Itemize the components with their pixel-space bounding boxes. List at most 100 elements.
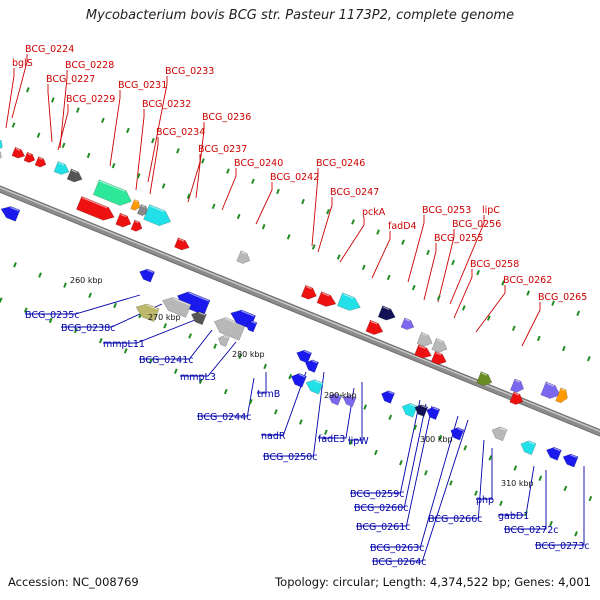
gene-arrow-shine [321, 292, 330, 297]
tick-dash [374, 449, 378, 456]
gene-arrow-body [0, 206, 21, 222]
forward-gene-label: BCG_0240 [234, 158, 283, 169]
tick-dash [361, 264, 366, 270]
gene-arrow-body [135, 303, 160, 323]
forward-gene-arrow [377, 305, 396, 321]
forward-gene-label: BCG_0228 [65, 60, 114, 71]
forward-gene-arrow [53, 161, 70, 175]
tick-dash [50, 97, 55, 103]
forward-label-leader [255, 182, 273, 225]
tick-dash [286, 234, 291, 240]
map-title: Mycobacterium bovis BCG str. Pasteur 117… [85, 8, 515, 23]
reverse-gene-arrow [290, 373, 307, 388]
tick-dash [526, 290, 531, 296]
forward-label-leader [339, 217, 365, 263]
forward-gene-arrow [34, 156, 47, 168]
gene-arrow-shine [27, 152, 32, 156]
tick-dash [501, 280, 505, 286]
gene-arrow-shine [433, 407, 439, 411]
tick-dash [223, 388, 228, 395]
gene-arrow-shine [188, 292, 209, 302]
gene-arrow-body [92, 179, 132, 206]
kbp-tick-label: 310 kbp [501, 479, 534, 488]
gene-arrow-shine [528, 441, 535, 445]
forward-label-leader [311, 168, 319, 247]
gene-arrow-body [236, 250, 251, 264]
tick-dash [388, 414, 393, 420]
tick-dash [263, 363, 268, 370]
forward-gene-arrow [300, 284, 317, 300]
reverse-gene-label: php [476, 495, 494, 506]
gene-arrow-body [377, 305, 396, 321]
gene-arrow-shine [38, 157, 43, 160]
tick-dash [476, 270, 480, 276]
reverse-gene-arrow [520, 440, 537, 456]
forward-gene-arrow [336, 292, 361, 311]
gene-arrow-shine [561, 388, 565, 392]
tick-dash [36, 132, 41, 138]
reverse-gene-label: nadR [261, 431, 286, 442]
gene-arrow-shine [241, 310, 255, 317]
tick-dash [311, 244, 316, 250]
tick-dash [123, 348, 128, 354]
reverse-label-leader [139, 329, 213, 360]
forward-gene-arrow [509, 378, 525, 393]
gene-arrow-shine [370, 320, 378, 325]
tick-dash [351, 219, 355, 225]
tick-dash [198, 378, 203, 385]
gene-arrow-body [491, 426, 508, 442]
tick-dash [326, 209, 330, 215]
gene-arrow-body [296, 349, 313, 364]
tick-dash [276, 188, 280, 195]
forward-gene-label: bglS [12, 58, 33, 69]
gene-arrow-body [426, 406, 441, 420]
tick-dash [449, 480, 453, 486]
forward-gene-arrow [174, 237, 190, 251]
reverse-gene-label: mmpL3 [180, 372, 216, 383]
gene-arrow-body [431, 337, 448, 353]
gene-arrow-shine [334, 393, 341, 398]
reverse-gene-arrow [217, 335, 230, 348]
gene-arrow-shine [198, 311, 206, 316]
gene-arrow-shine [418, 345, 426, 350]
gene-arrow-body [414, 344, 432, 359]
reverse-gene-arrow [176, 291, 211, 316]
gene-arrow-shine [514, 392, 519, 396]
gene-arrow-shine [342, 293, 354, 299]
gene-arrow-shine [349, 395, 356, 399]
forward-label-leader [453, 269, 473, 319]
gene-arrow-shine [134, 200, 138, 203]
forward-gene-arrow [236, 250, 251, 264]
kbp-tick-label: 260 kbp [70, 276, 103, 285]
forward-gene-arrow [23, 151, 36, 163]
reverse-gene-label: trmB [257, 389, 280, 400]
gene-arrow-body [305, 359, 320, 373]
reverse-gene-arrow [245, 320, 258, 333]
reverse-gene-label: mmpL11 [103, 339, 145, 350]
tick-dash [511, 325, 516, 331]
gene-arrow-shine [225, 317, 245, 327]
reverse-gene-label: BCG_0259c [350, 489, 405, 500]
gene-arrow-shine [436, 339, 443, 343]
reverse-label-leader [263, 371, 325, 457]
tick-dash [486, 315, 491, 321]
gene-arrow-body [509, 378, 525, 393]
gene-arrow-shine [515, 379, 520, 383]
gene-arrow-body [401, 402, 418, 418]
gene-arrow-body [290, 373, 307, 388]
forward-label-leader [135, 109, 145, 191]
tick-dash [61, 142, 66, 149]
topology-text: Topology: circular; Length: 4,374,522 bp… [275, 575, 591, 589]
gene-arrow-body [520, 440, 537, 456]
reverse-label-leader [372, 419, 469, 562]
reverse-gene-arrow [401, 402, 418, 418]
reverse-gene-arrow [381, 390, 396, 404]
tick-dash [438, 434, 443, 441]
reverse-gene-arrow [0, 206, 21, 222]
gene-arrow-shine [303, 350, 311, 355]
forward-label-leader [521, 302, 541, 347]
gene-arrow-body [381, 390, 396, 404]
forward-gene-arrow [476, 371, 493, 386]
gene-arrow-body [23, 151, 36, 163]
forward-gene-arrow [509, 391, 524, 405]
